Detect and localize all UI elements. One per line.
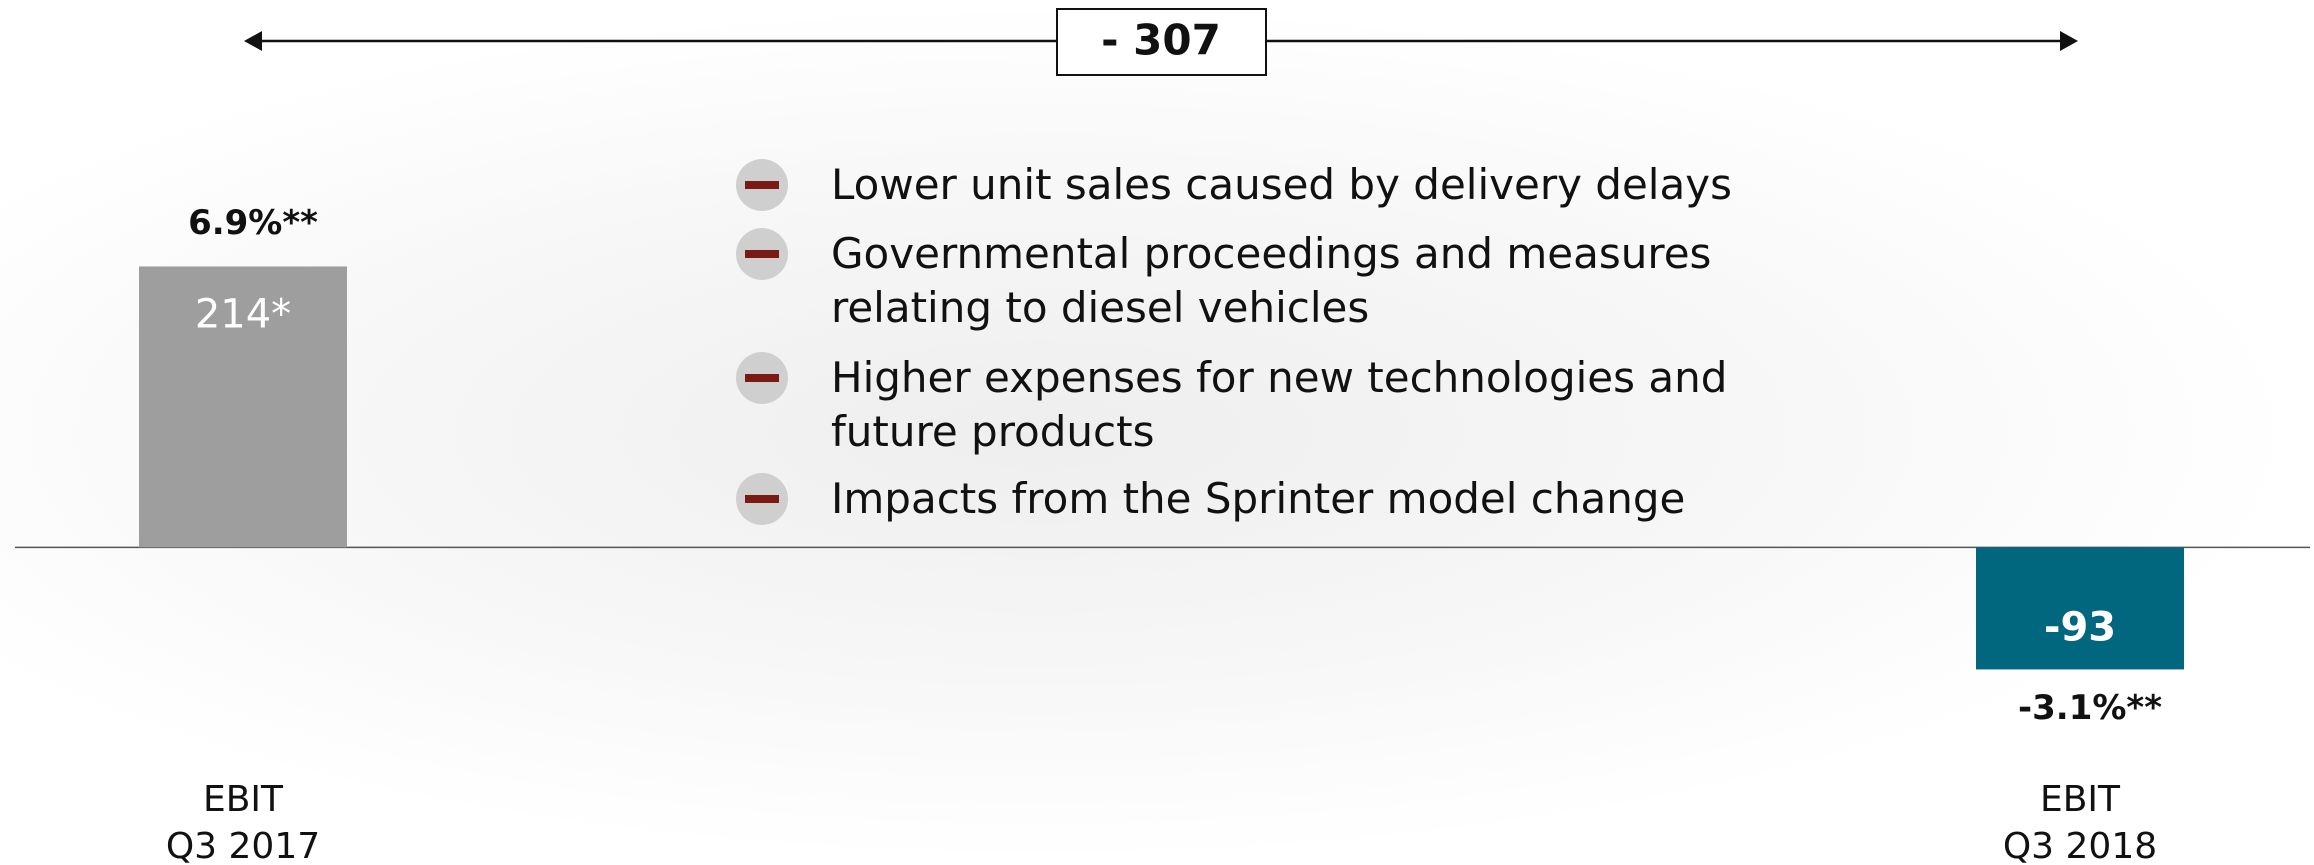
arrow-head: [244, 31, 262, 51]
category-label: EBIT Q3 2017: [93, 776, 393, 865]
bullet-text: Lower unit sales caused by delivery dela…: [831, 158, 1831, 212]
slide: 214* 6.9%** -93 -3.1%** - 307 EBIT Q3 2017 EB…: [0, 0, 2314, 865]
margin-label: 6.9%**: [188, 203, 318, 243]
bullet-dash: [745, 495, 779, 503]
bullet-dash: [745, 250, 779, 258]
bullet-text: Higher expenses for new technologies and…: [831, 351, 1831, 459]
bullet-dash: [745, 181, 779, 189]
bullet-dash: [745, 374, 779, 382]
bullet-text: Governmental proceedings and measures re…: [831, 227, 1831, 335]
margin-label: -3.1%**: [2018, 688, 2162, 728]
delta-label: - 307: [1101, 16, 1221, 65]
bullet-text: Impacts from the Sprinter model change: [831, 472, 1831, 526]
value-label: -93: [2044, 604, 2116, 650]
category-label: EBIT Q3 2018: [1930, 776, 2230, 865]
arrow-head: [2060, 31, 2078, 51]
value-label: 214*: [195, 291, 291, 337]
